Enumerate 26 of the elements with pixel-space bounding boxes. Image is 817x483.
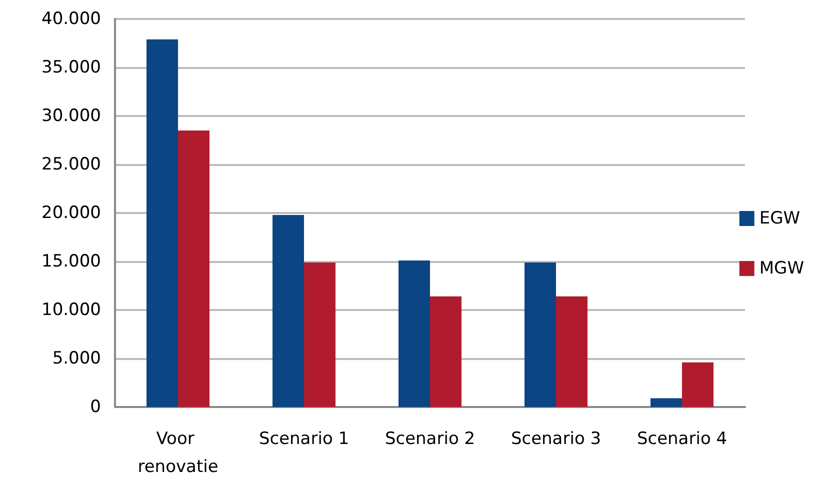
x-tick-label: Scenario 2 — [384, 429, 476, 449]
legend-label: EGW — [759, 208, 800, 228]
x-tick-label: Scenario 3 — [510, 429, 602, 449]
y-tick-label: 0 — [90, 397, 101, 417]
y-tick-label: 30.000 — [42, 106, 101, 126]
x-tick-label: Scenario 1 — [258, 429, 350, 449]
bar — [524, 262, 556, 407]
y-tick-label: 20.000 — [42, 203, 101, 223]
y-tick-label: 5.000 — [52, 348, 101, 368]
y-tick-label: 25.000 — [42, 154, 101, 174]
bar — [178, 130, 210, 407]
bar — [272, 214, 304, 407]
bar — [556, 296, 588, 407]
bar — [304, 262, 336, 407]
bar — [682, 362, 714, 407]
bar — [398, 260, 430, 407]
bar — [146, 39, 178, 407]
y-tick-label: 10.000 — [42, 300, 101, 320]
bar — [430, 296, 462, 407]
y-tick-label: 15.000 — [42, 252, 101, 272]
x-tick-label: Voor renovatie — [138, 429, 218, 477]
x-tick-label: Scenario 4 — [636, 429, 728, 449]
y-tick-label: 35.000 — [42, 58, 101, 78]
bar — [650, 398, 682, 407]
legend-label: MGW — [759, 258, 804, 278]
y-tick-label: 40.000 — [42, 9, 101, 29]
